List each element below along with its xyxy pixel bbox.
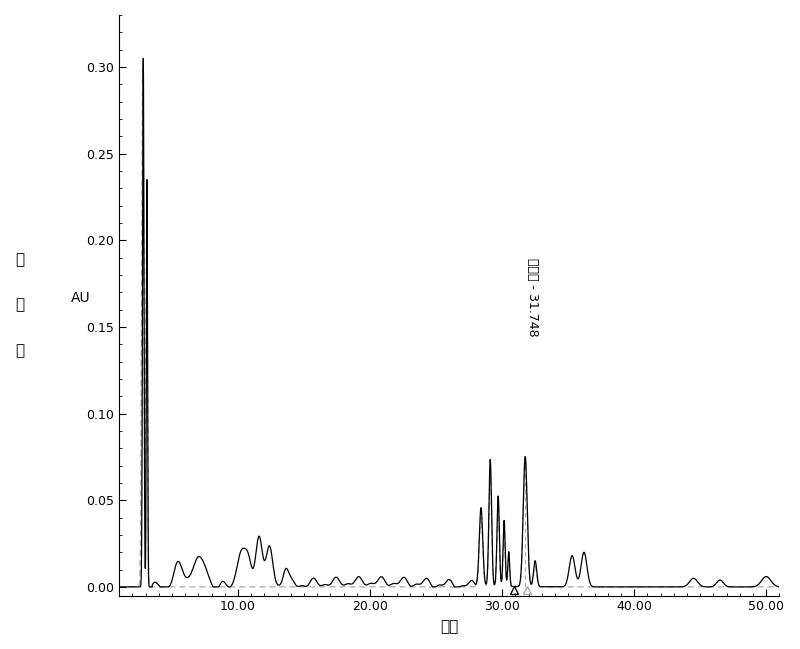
- Text: 光: 光: [15, 297, 25, 313]
- Text: 吸: 吸: [15, 252, 25, 267]
- Text: 度: 度: [15, 343, 25, 358]
- Y-axis label: AU: AU: [71, 291, 90, 305]
- Text: 钓藤碱 - 31.748: 钓藤碱 - 31.748: [526, 258, 539, 336]
- X-axis label: 分钟: 分钟: [440, 619, 458, 634]
